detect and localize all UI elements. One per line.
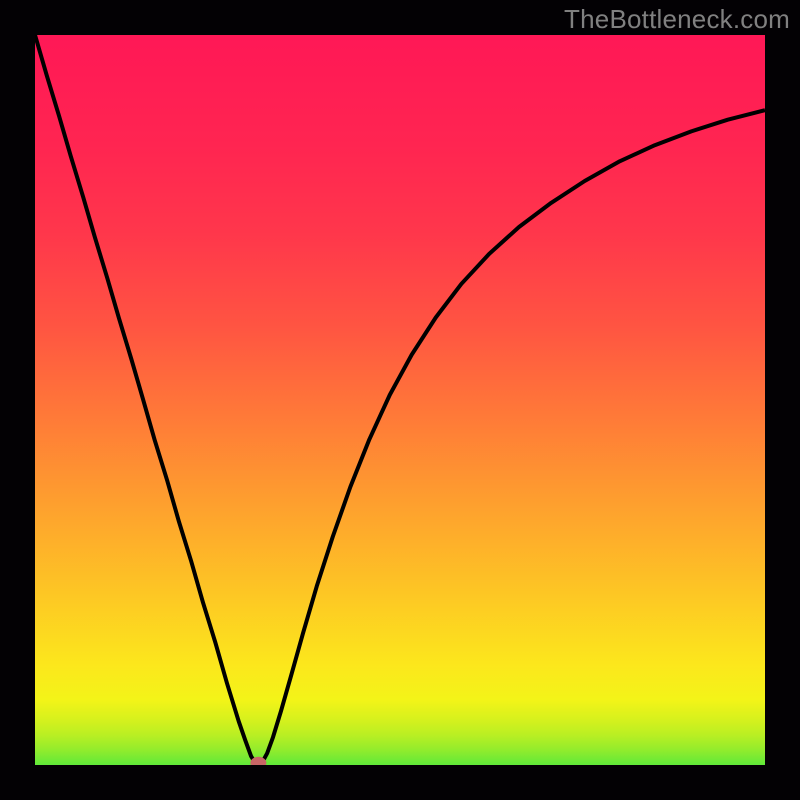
watermark-text: TheBottleneck.com bbox=[564, 4, 790, 35]
plot-area bbox=[35, 35, 765, 765]
chart-root: TheBottleneck.com bbox=[0, 0, 800, 800]
min-marker bbox=[35, 35, 765, 765]
